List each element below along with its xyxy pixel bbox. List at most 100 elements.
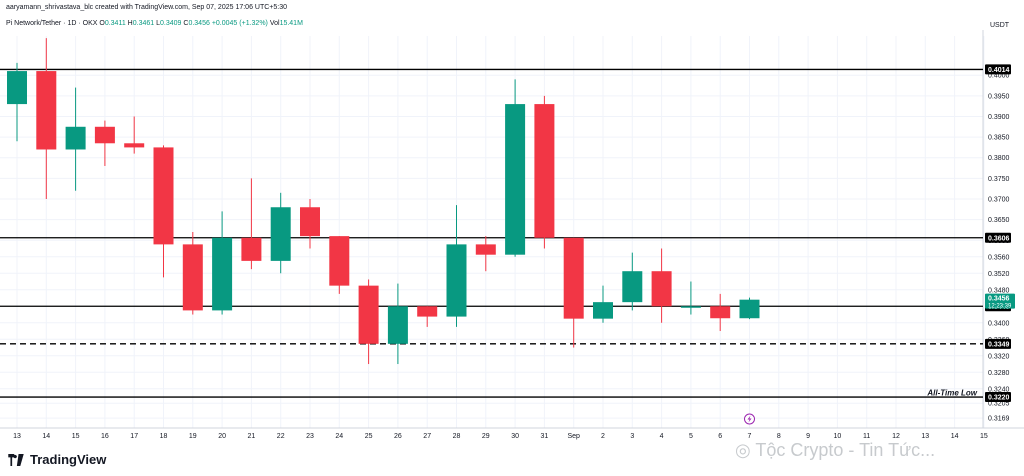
low-value: 0.3409 (160, 20, 182, 27)
lightning-bolt-shape (747, 415, 752, 423)
open-value: 0.3411 (104, 20, 126, 27)
x-tick-label: 8 (777, 433, 781, 440)
x-tick-label: 15 (72, 433, 80, 440)
x-tick-label: 19 (189, 433, 197, 440)
tradingview-logo-icon (8, 453, 24, 466)
x-tick-label: 10 (834, 433, 842, 440)
x-tick-label: 6 (718, 433, 722, 440)
watermark-text: ◎ Tộc Crypto - Tin Tức... (735, 440, 936, 460)
level-price-label: 0.3606 (988, 235, 1010, 242)
candle-body (124, 143, 145, 148)
level-price-tag (985, 232, 1011, 243)
x-tick-label: 13 (921, 433, 929, 440)
candle-body (622, 271, 643, 303)
x-tick-label: 11 (863, 433, 870, 440)
level-price-label: 0.3349 (988, 341, 1010, 348)
volume-label: Vol (269, 20, 280, 27)
level-price-tag (985, 338, 1011, 349)
candle-body (36, 71, 57, 150)
candle-body (651, 271, 672, 307)
x-tick-label: 31 (541, 433, 549, 440)
x-tick-label: 17 (130, 433, 138, 440)
y-tick-label: 0.3320 (988, 353, 1010, 360)
candle-body (329, 236, 350, 286)
y-tick-label: 0.3205 (988, 401, 1010, 408)
last-price-label: 0.3456 (988, 296, 1010, 303)
candle-body (446, 244, 467, 317)
candle-body (475, 244, 496, 255)
y-tick-label: 0.3400 (988, 320, 1010, 327)
x-tick-label: 18 (160, 433, 168, 440)
candle-body (358, 285, 379, 344)
y-tick-label: 0.3850 (988, 135, 1010, 142)
x-tick-label: 9 (806, 433, 810, 440)
x-tick-label: 21 (248, 433, 256, 440)
bar-countdown-label: 12:23:39 (988, 304, 1012, 310)
candle-body (710, 306, 731, 319)
candle-body (182, 244, 203, 311)
y-tick-label: 0.3240 (988, 386, 1010, 393)
candle-body (241, 237, 262, 261)
high-value: 0.3461 (132, 20, 155, 27)
x-tick-label: 15 (980, 433, 988, 440)
x-tick-label: 2 (601, 433, 605, 440)
x-tick-label: 20 (218, 433, 226, 440)
y-tick-label: 0.3700 (988, 196, 1010, 203)
x-tick-label: 29 (482, 433, 490, 440)
high-label: H (127, 20, 133, 27)
y-tick-label: 0.3560 (988, 254, 1010, 261)
candle-body (94, 126, 115, 144)
y-tick-label: 0.3169 (988, 416, 1010, 423)
x-tick-label: 7 (748, 433, 752, 440)
symbol-info-row: Pi Network/Tether · 1D · OKX O0.3411 H0.… (6, 20, 303, 27)
y-tick-label: 0.3950 (988, 93, 1010, 100)
change-value: +0.0045 (+1.32%) (211, 20, 268, 27)
candle-body (153, 147, 174, 245)
candle-body (212, 237, 233, 311)
y-tick-label: 0.3900 (988, 114, 1010, 121)
x-tick-label: 16 (101, 433, 109, 440)
candle-body (593, 302, 613, 319)
x-tick-label: 5 (689, 433, 693, 440)
candle-body (270, 207, 291, 261)
close-label: C (183, 20, 189, 27)
x-tick-label: 26 (394, 433, 402, 440)
candle-body (387, 306, 408, 344)
x-tick-label: 4 (660, 433, 664, 440)
chart-attribution: aaryamann_shrivastava_blc created with T… (6, 4, 288, 11)
y-tick-label: 0.3650 (988, 217, 1010, 224)
level-price-label: 0.4014 (988, 67, 1010, 74)
x-tick-label: 12 (892, 433, 900, 440)
x-tick-label: 22 (277, 433, 285, 440)
candle-body (7, 71, 27, 105)
x-tick-label: 14 (951, 433, 959, 440)
symbol-name[interactable]: Pi Network/Tether · 1D · OKX (6, 20, 98, 27)
candle-body (563, 237, 584, 319)
candle-body (680, 306, 701, 308)
open-label: O (99, 20, 105, 27)
y-tick-label: 0.3480 (988, 287, 1010, 294)
x-tick-label: 13 (13, 433, 21, 440)
y-tick-label: 0.3800 (988, 155, 1010, 162)
tradingview-logo[interactable]: TradingView (6, 452, 106, 467)
y-tick-label: 0.4000 (988, 73, 1010, 80)
currency-label[interactable]: USDT (990, 22, 1010, 29)
x-tick-label: Sep (567, 433, 580, 440)
x-tick-label: 27 (423, 433, 431, 440)
x-tick-label: 23 (306, 433, 314, 440)
y-tick-label: 0.3280 (988, 370, 1010, 377)
level-annotation: All-Time Low (926, 389, 977, 398)
level-price-label: 0.3220 (988, 395, 1010, 402)
close-value: 0.3456 (188, 20, 210, 27)
tradingview-logo-text: TradingView (30, 452, 107, 467)
candle-body (534, 104, 555, 238)
x-tick-label: 30 (511, 433, 519, 440)
low-label: L (156, 20, 161, 27)
x-tick-label: 3 (630, 433, 634, 440)
x-tick-label: 28 (453, 433, 461, 440)
y-tick-label: 0.3750 (988, 176, 1010, 183)
x-tick-label: 24 (335, 433, 343, 440)
x-tick-label: 25 (365, 433, 373, 440)
watermark-logo-icon: ◎ (735, 440, 751, 460)
